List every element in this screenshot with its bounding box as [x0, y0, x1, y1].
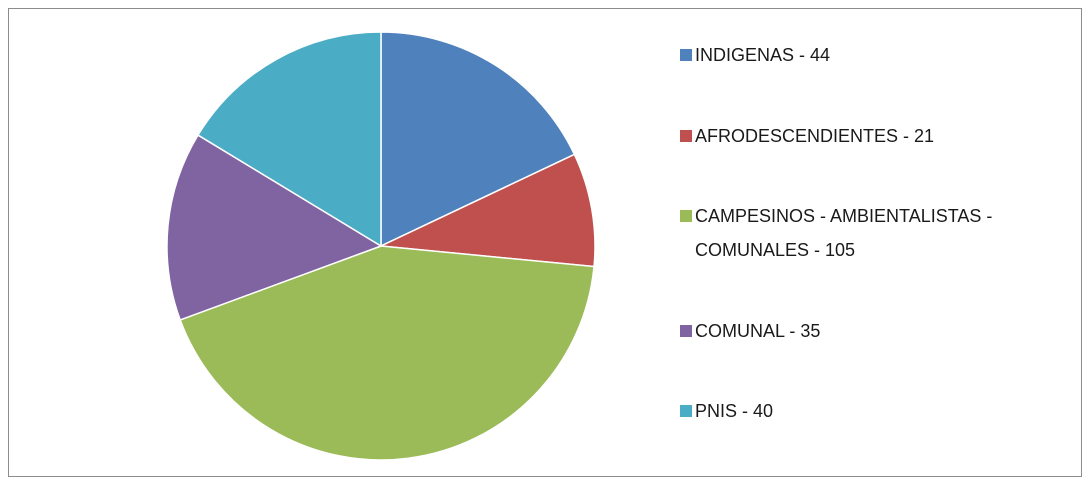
legend-swatch	[680, 49, 692, 61]
legend-item: PNIS - 40	[680, 394, 1080, 428]
legend-item: CAMPESINOS - AMBIENTALISTAS - COMUNALES …	[680, 199, 1080, 267]
legend-swatch	[680, 210, 692, 222]
legend-label: CAMPESINOS - AMBIENTALISTAS - COMUNALES …	[695, 206, 993, 260]
legend-item: COMUNAL - 35	[680, 314, 1080, 348]
legend-swatch	[680, 405, 692, 417]
legend-label: AFRODESCENDIENTES - 21	[695, 125, 935, 146]
pie-slice	[166, 134, 383, 321]
legend-item: AFRODESCENDIENTES - 21	[680, 119, 1080, 153]
legend-swatch	[680, 129, 692, 142]
legend-label: COMUNAL - 35	[695, 320, 821, 341]
legend-item: INDIGENAS - 44	[680, 38, 1080, 72]
legend-label: PNIS - 40	[695, 401, 774, 421]
pie-slice	[196, 31, 382, 248]
chart-frame	[8, 8, 1082, 477]
legend: INDIGENAS - 44 AFRODESCENDIENTES - 21 CAMP…	[680, 38, 1080, 428]
pie-slice	[179, 245, 595, 461]
pie-slice	[378, 153, 596, 268]
pie-slice	[380, 31, 576, 248]
legend-label: INDIGENAS - 44	[695, 45, 831, 65]
legend-swatch	[680, 324, 692, 337]
